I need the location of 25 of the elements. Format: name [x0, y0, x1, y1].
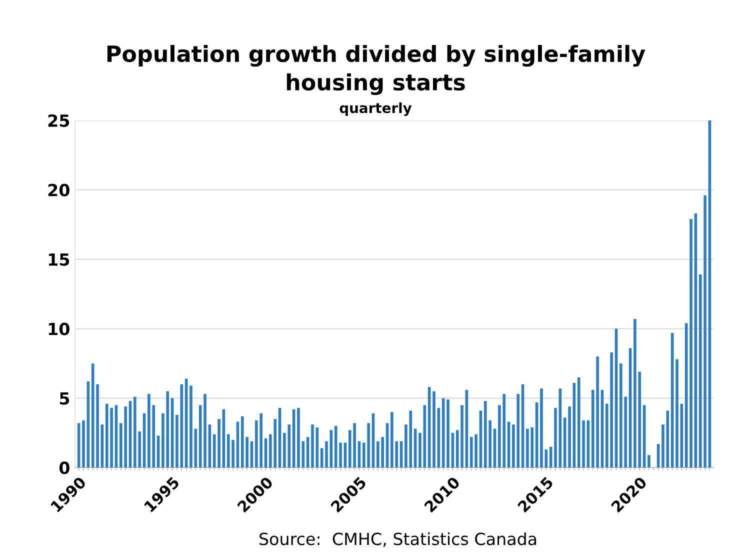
- y-tick-label: 10: [48, 322, 70, 336]
- bar: [690, 219, 692, 468]
- bar: [82, 420, 85, 468]
- bar: [250, 441, 254, 468]
- chart-title: Population growth divided by single-family housing starts: [107, 44, 646, 96]
- bar: [204, 394, 206, 468]
- bar: [648, 455, 650, 468]
- bar: [432, 391, 436, 468]
- y-tick-label: 25: [48, 114, 70, 127]
- bar: [676, 359, 678, 468]
- chart-subtitle: quarterly: [340, 102, 412, 116]
- bar: [400, 441, 403, 468]
- source-note: Source: CMHC, Statistics Canada: [260, 532, 536, 547]
- bar: [325, 441, 328, 468]
- y-tick-label: 0: [59, 462, 70, 474]
- y-tick-label: 5: [60, 392, 70, 405]
- bar: [568, 406, 571, 468]
- bar: [190, 386, 192, 468]
- y-tick-label: 20: [48, 184, 70, 196]
- bar: [446, 400, 450, 468]
- bar: [554, 408, 557, 468]
- bar: [358, 441, 361, 468]
- bar: [662, 424, 664, 468]
- bar: [311, 424, 314, 468]
- y-tick-label: 15: [48, 253, 70, 266]
